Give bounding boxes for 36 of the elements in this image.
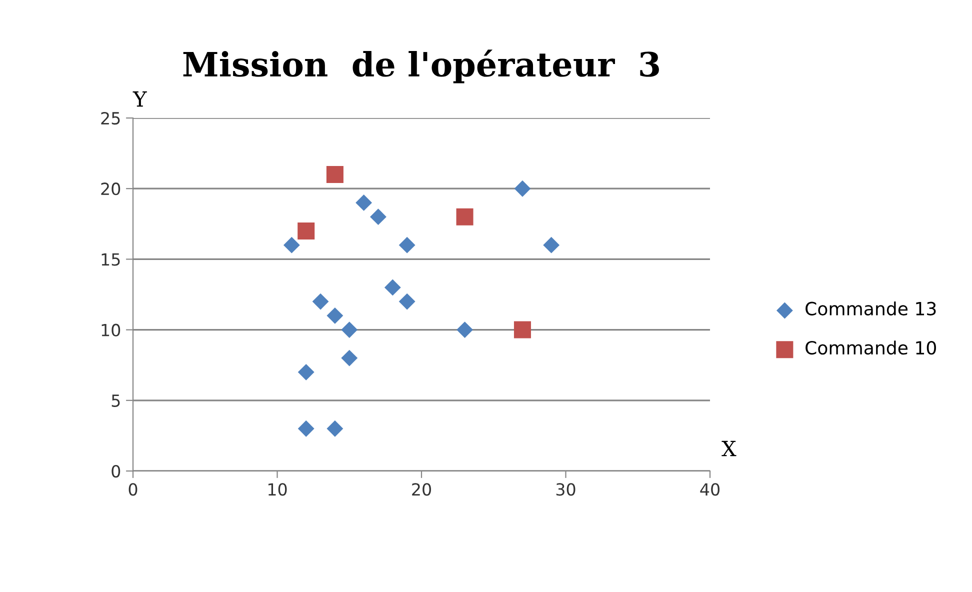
chart-title: Mission de l'opérateur 3 [183, 50, 659, 84]
legend-label: Commande 13 [806, 301, 936, 316]
y-tick-label: 10 [102, 324, 120, 336]
point [298, 222, 315, 240]
y-axis-title: Y [132, 91, 147, 107]
x-tick-label: 10 [268, 483, 287, 496]
y-tick-label: 5 [112, 394, 120, 407]
y-tick-label: 20 [101, 182, 120, 196]
y-tick-label: 0 [112, 464, 120, 478]
y-tick-label: 15 [102, 253, 120, 266]
point [341, 322, 358, 338]
point [514, 180, 531, 197]
point [456, 208, 474, 226]
y-tick-label: 25 [101, 112, 120, 125]
point [514, 321, 531, 338]
point [283, 236, 300, 254]
point [356, 194, 372, 211]
point [456, 322, 473, 338]
point [370, 208, 386, 226]
point [384, 279, 401, 296]
point [543, 236, 560, 254]
point [312, 293, 329, 310]
x-axis-title: X [722, 440, 736, 456]
point [298, 364, 314, 380]
point [326, 166, 344, 183]
point [398, 236, 416, 254]
point [341, 350, 358, 366]
point [326, 307, 344, 324]
x-tick-label: 30 [556, 483, 576, 496]
legend-label: Commande 10 [806, 340, 936, 355]
point [298, 420, 314, 437]
point [398, 293, 416, 310]
x-tick-label: 0 [128, 483, 138, 496]
x-tick-label: 20 [412, 483, 431, 496]
x-tick-label: 40 [700, 483, 720, 496]
point [326, 420, 344, 437]
